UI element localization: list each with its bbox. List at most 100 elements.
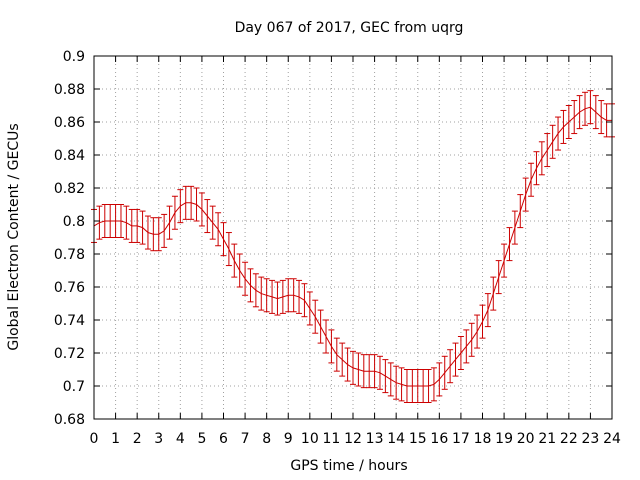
error-bar-point (479, 304, 486, 339)
y-tick-label: 0.84 (54, 148, 85, 164)
x-axis-label: GPS time / hours (290, 458, 407, 474)
error-bar-point (177, 189, 184, 224)
x-tick-label: 15 (409, 431, 427, 447)
error-bar-point (360, 354, 367, 389)
error-bar-point (285, 278, 292, 313)
y-tick-label: 0.86 (54, 115, 85, 131)
error-bar-point (555, 116, 562, 151)
y-tick-label: 0.8 (63, 214, 85, 230)
error-bar-point (252, 273, 259, 308)
error-bar-point (598, 100, 605, 135)
error-bar-point (134, 208, 141, 243)
error-bar-point (501, 243, 508, 278)
error-bar-point (306, 291, 313, 326)
series-gec (91, 90, 615, 403)
x-tick-label: 1 (111, 431, 120, 447)
error-bar-point (425, 369, 432, 403)
error-bar-point (182, 185, 189, 220)
error-bar-point (166, 205, 173, 240)
y-tick-label: 0.82 (54, 181, 85, 197)
error-bar-point (317, 309, 324, 344)
y-tick-label: 0.9 (63, 49, 85, 65)
error-bar-point (204, 199, 211, 234)
error-bar-point (112, 204, 119, 238)
error-bar-point (231, 243, 238, 278)
error-bar-point (414, 369, 421, 403)
error-bar-point (603, 103, 610, 138)
error-bar-point (333, 337, 340, 372)
error-bar-point (220, 222, 227, 257)
y-tick-label: 0.88 (54, 82, 85, 98)
error-bar-point (474, 314, 481, 349)
error-bar-point (161, 213, 168, 248)
error-bar-point (247, 268, 254, 303)
error-bar-point (382, 359, 389, 394)
error-bar-point (188, 185, 195, 220)
error-bar-point (290, 278, 297, 313)
error-bar-point (215, 212, 222, 247)
error-bar-point (242, 261, 249, 296)
error-bar-point (430, 367, 437, 402)
chart-title: Day 067 of 2017, GEC from uqrg (235, 20, 464, 36)
error-bar-point (560, 109, 567, 144)
error-bar-point (150, 217, 157, 252)
y-axis-label: Global Electron Content / GECUs (6, 123, 22, 350)
error-bar-point (144, 215, 151, 250)
error-bar-point (447, 349, 454, 384)
error-bar-point (301, 283, 308, 318)
error-bar-point (274, 281, 281, 316)
error-bar-point (198, 192, 205, 227)
error-bar-point (436, 362, 443, 397)
x-tick-label: 19 (495, 431, 513, 447)
x-tick-label: 8 (262, 431, 271, 447)
x-tick-label: 6 (219, 431, 228, 447)
x-tick-label: 18 (474, 431, 492, 447)
x-tick-label: 11 (323, 431, 341, 447)
error-bar-point (101, 204, 108, 238)
error-bar-point (328, 329, 335, 364)
error-bar-point (339, 342, 346, 377)
error-bar-point (403, 369, 410, 403)
error-bar-point (387, 362, 394, 397)
x-tick-label: 12 (344, 431, 362, 447)
error-bar-point (571, 100, 578, 135)
error-bar-point (576, 95, 583, 130)
error-bar-point (139, 210, 146, 245)
x-tick-label: 5 (197, 431, 206, 447)
x-tick-label: 2 (133, 431, 142, 447)
error-bar-point (123, 205, 130, 240)
error-bar-point (517, 194, 524, 229)
grid (94, 56, 612, 419)
error-bar-point (371, 354, 378, 389)
error-bar-point (366, 354, 373, 389)
error-bar-point (323, 319, 330, 354)
error-bar-point (128, 208, 135, 243)
x-tick-label: 3 (154, 431, 163, 447)
x-tick-label: 24 (603, 431, 621, 447)
error-bar-point (420, 369, 427, 403)
error-bar-point (350, 350, 356, 385)
error-bar-point (457, 336, 464, 370)
error-bar-point (538, 141, 545, 176)
error-bar-point (463, 329, 470, 364)
x-tick-label: 4 (176, 431, 185, 447)
error-bar-point (484, 293, 491, 328)
error-bar-point (533, 151, 540, 186)
error-bar-point (506, 227, 513, 262)
error-bar-point (490, 276, 497, 311)
error-bar-point (441, 355, 448, 390)
error-bar-point (376, 355, 383, 390)
axis-ticks: 0 1 2 3 4 5 6 7 8 9 10 11 12 13 14 15 16 17 18 19 20 21 22 23 24… (54, 49, 621, 447)
x-tick-label: 0 (90, 431, 99, 447)
error-bar-point (263, 278, 270, 313)
x-tick-label: 20 (517, 431, 535, 447)
error-bar-point (393, 365, 400, 400)
error-bar-point (344, 347, 351, 382)
error-bar-point (409, 369, 416, 403)
x-tick-label: 23 (582, 431, 600, 447)
error-bar-point (528, 162, 535, 197)
error-bar-point (107, 204, 114, 238)
error-bar-point (549, 124, 556, 159)
error-bar-point (355, 352, 362, 387)
